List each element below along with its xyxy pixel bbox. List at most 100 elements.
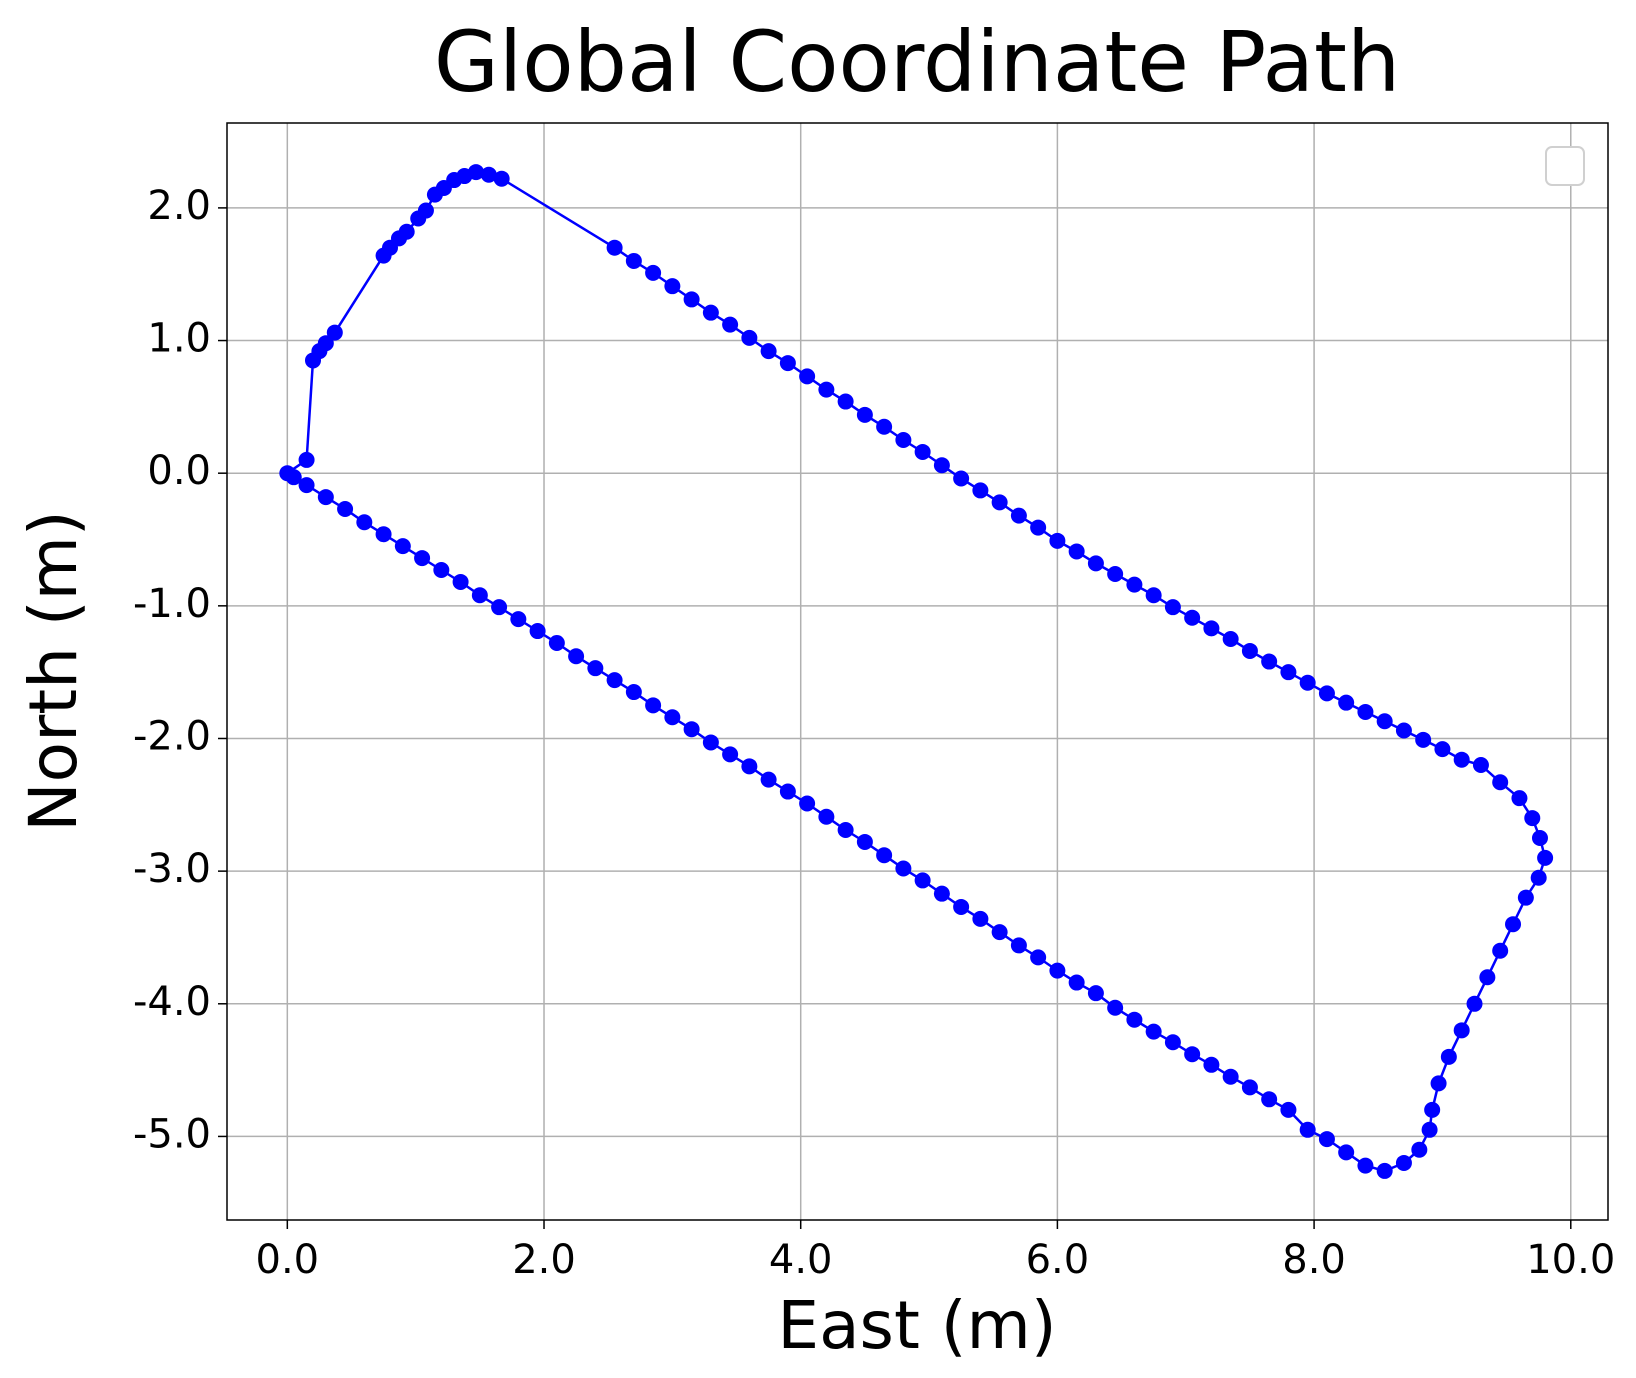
legend-box [1545,146,1585,186]
path-point [1164,599,1181,616]
path-point [818,808,835,825]
x-tick-label: 2.0 [512,1237,576,1283]
path-point [625,252,642,269]
path-point [298,477,315,494]
path-point [1030,519,1047,536]
path-point [1087,985,1104,1002]
path-point [1203,620,1220,637]
x-tick-label: 4.0 [769,1237,833,1283]
path-point [1107,566,1124,583]
path-line [286,170,1547,1173]
path-point [1068,543,1085,560]
path-point [1010,507,1027,524]
path-point [1010,937,1027,954]
path-point [1299,1121,1316,1138]
path-point [1145,587,1162,604]
path-point [856,833,873,850]
path-point [1241,1079,1258,1096]
path-point [1126,576,1143,593]
path-point [1492,774,1509,791]
path-point [1530,869,1547,886]
path-point [1222,631,1239,648]
path-point [683,721,700,738]
path-point [702,734,719,751]
path-point [1087,555,1104,572]
path-point [1184,609,1201,626]
path-point [1145,1023,1162,1040]
path-point [491,599,508,616]
path-point [1030,949,1047,966]
path-point [398,223,415,240]
path-point [1537,849,1554,866]
y-tick-label: 0.0 [147,448,211,494]
path-point [356,514,373,531]
path-point [1338,694,1355,711]
path-point [1434,741,1451,758]
path-point [933,885,950,902]
path-point [467,164,484,181]
path-point [452,573,469,590]
path-point [799,368,816,385]
path-point [1440,1048,1457,1065]
x-tick-label: 10.0 [1526,1237,1615,1283]
path-point [1492,942,1509,959]
path-point [837,393,854,410]
path-point [1049,962,1066,979]
path-point [1376,1162,1393,1179]
path-point [414,550,431,567]
path-point [480,166,497,183]
path-point [876,847,893,864]
path-point [1241,642,1258,659]
path-point [683,291,700,308]
path-point [953,470,970,487]
x-tick-label: 0.0 [256,1237,320,1283]
y-tick-label: -2.0 [133,713,211,759]
path-point [1524,810,1541,827]
path-point [510,611,527,628]
path-point [587,660,604,677]
path-point [741,329,758,346]
plot-frame [226,122,1609,1221]
y-tick-label: -5.0 [133,1111,211,1157]
path-point [433,562,450,579]
path-point [1357,1157,1374,1174]
path-point [1280,1101,1297,1118]
path-point [394,538,411,555]
path-point [645,697,662,714]
path-point [1466,995,1483,1012]
path-point [317,335,334,352]
path-point [1453,1022,1470,1039]
path-point [702,304,719,321]
path-point [1261,1091,1278,1108]
path-point [972,482,989,499]
path-point [664,278,681,295]
path-point [337,501,354,518]
y-tick-label: 2.0 [147,183,211,229]
path-point [1164,1034,1181,1051]
path-point [1415,731,1432,748]
path-point [1107,999,1124,1016]
path-point [1184,1046,1201,1063]
path-point [1511,790,1528,807]
path-point [760,343,777,360]
path-point [837,822,854,839]
y-tick-label: -3.0 [133,846,211,892]
chart-title: Global Coordinate Path [434,13,1400,111]
path-point [722,746,739,763]
path-point [722,316,739,333]
path-point [741,758,758,775]
path-point [895,432,912,449]
path-point [664,709,681,726]
path-point [779,783,796,800]
path-point [1376,713,1393,730]
path-point [606,672,623,689]
path-point [1411,1141,1428,1158]
y-tick-label: -4.0 [133,979,211,1025]
path-point [1531,829,1548,846]
x-tick-label: 8.0 [1282,1237,1346,1283]
path-point [1517,889,1534,906]
path-point [914,443,931,460]
x-tick-label: 6.0 [1026,1237,1090,1283]
path-point [818,381,835,398]
